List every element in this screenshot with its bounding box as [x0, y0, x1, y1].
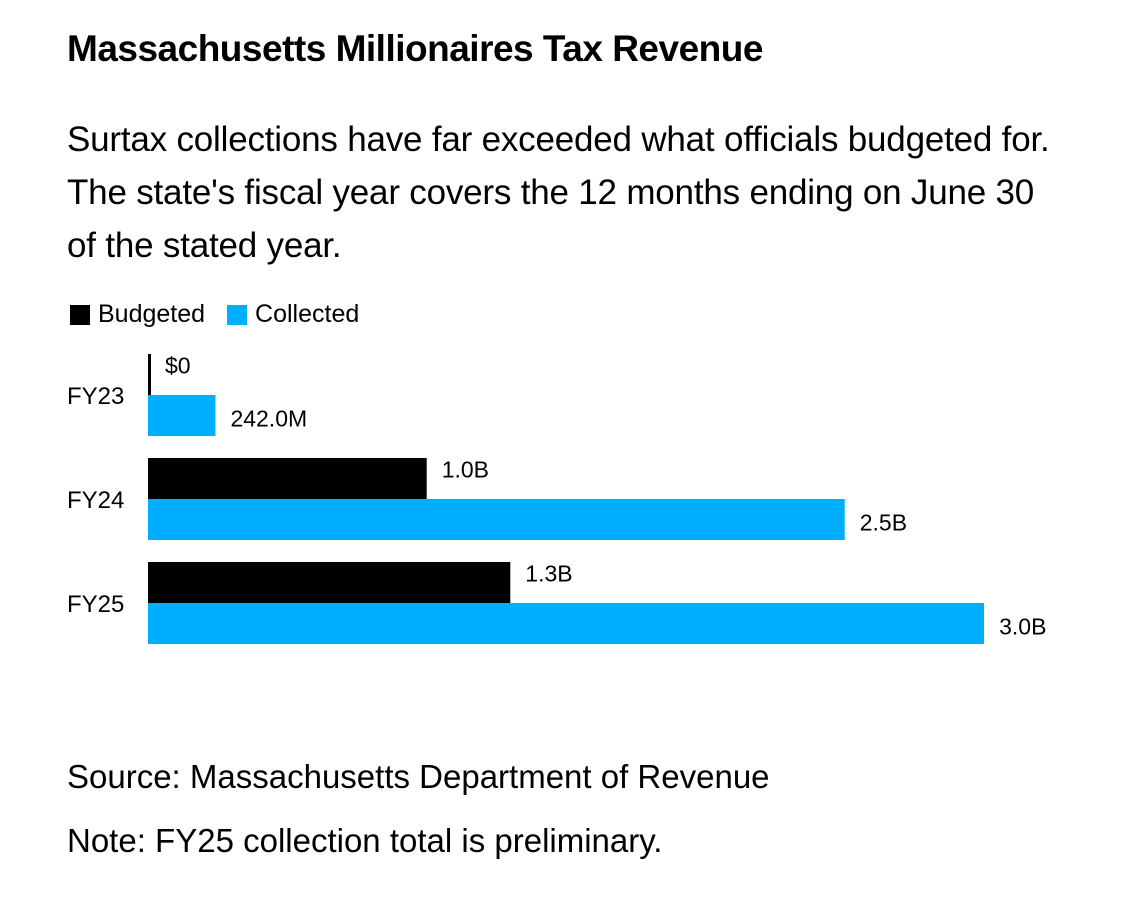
data-label-budgeted-fy23: $0 [165, 353, 191, 379]
legend-label-collected: Collected [255, 300, 360, 328]
data-label-collected-fy23: 242.0M [230, 406, 307, 432]
category-label-fy24: FY24 [67, 487, 124, 514]
chart-subtitle: Surtax collections have far exceeded wha… [67, 120, 1050, 265]
category-label-fy25: FY25 [67, 591, 124, 618]
data-label-budgeted-fy24: 1.0B [442, 457, 489, 483]
legend-label-budgeted: Budgeted [98, 300, 206, 328]
bar-budgeted-fy24 [148, 458, 427, 499]
legend-item-budgeted: Budgeted [70, 300, 205, 329]
data-label-budgeted-fy25: 1.3B [525, 561, 572, 587]
legend-swatch-collected [227, 304, 248, 325]
legend-swatch-budgeted [70, 304, 90, 325]
bar-budgeted-fy25 [148, 562, 511, 603]
bar-chart: FY23 $0 242.0M FY24 1.0B 2.5B FY25 1.3B 3.0B [67, 353, 1046, 644]
bar-collected-fy24 [148, 499, 845, 540]
legend: Budgeted Collected [70, 300, 381, 329]
legend-item-collected: Collected [227, 300, 359, 329]
data-label-collected-fy24: 2.5B [860, 510, 907, 536]
source-note: Source: Massachusetts Department of Reve… [67, 758, 770, 795]
chart-title: Massachusetts Millionaires Tax Revenue [67, 28, 763, 69]
category-label-fy23: FY23 [67, 383, 124, 410]
bar-collected-fy23 [148, 395, 216, 436]
data-label-collected-fy25: 3.0B [999, 614, 1046, 640]
bar-budgeted-fy23 [148, 354, 151, 395]
preliminary-note: Note: FY25 collection total is prelimina… [67, 822, 663, 859]
bar-collected-fy25 [148, 603, 985, 644]
